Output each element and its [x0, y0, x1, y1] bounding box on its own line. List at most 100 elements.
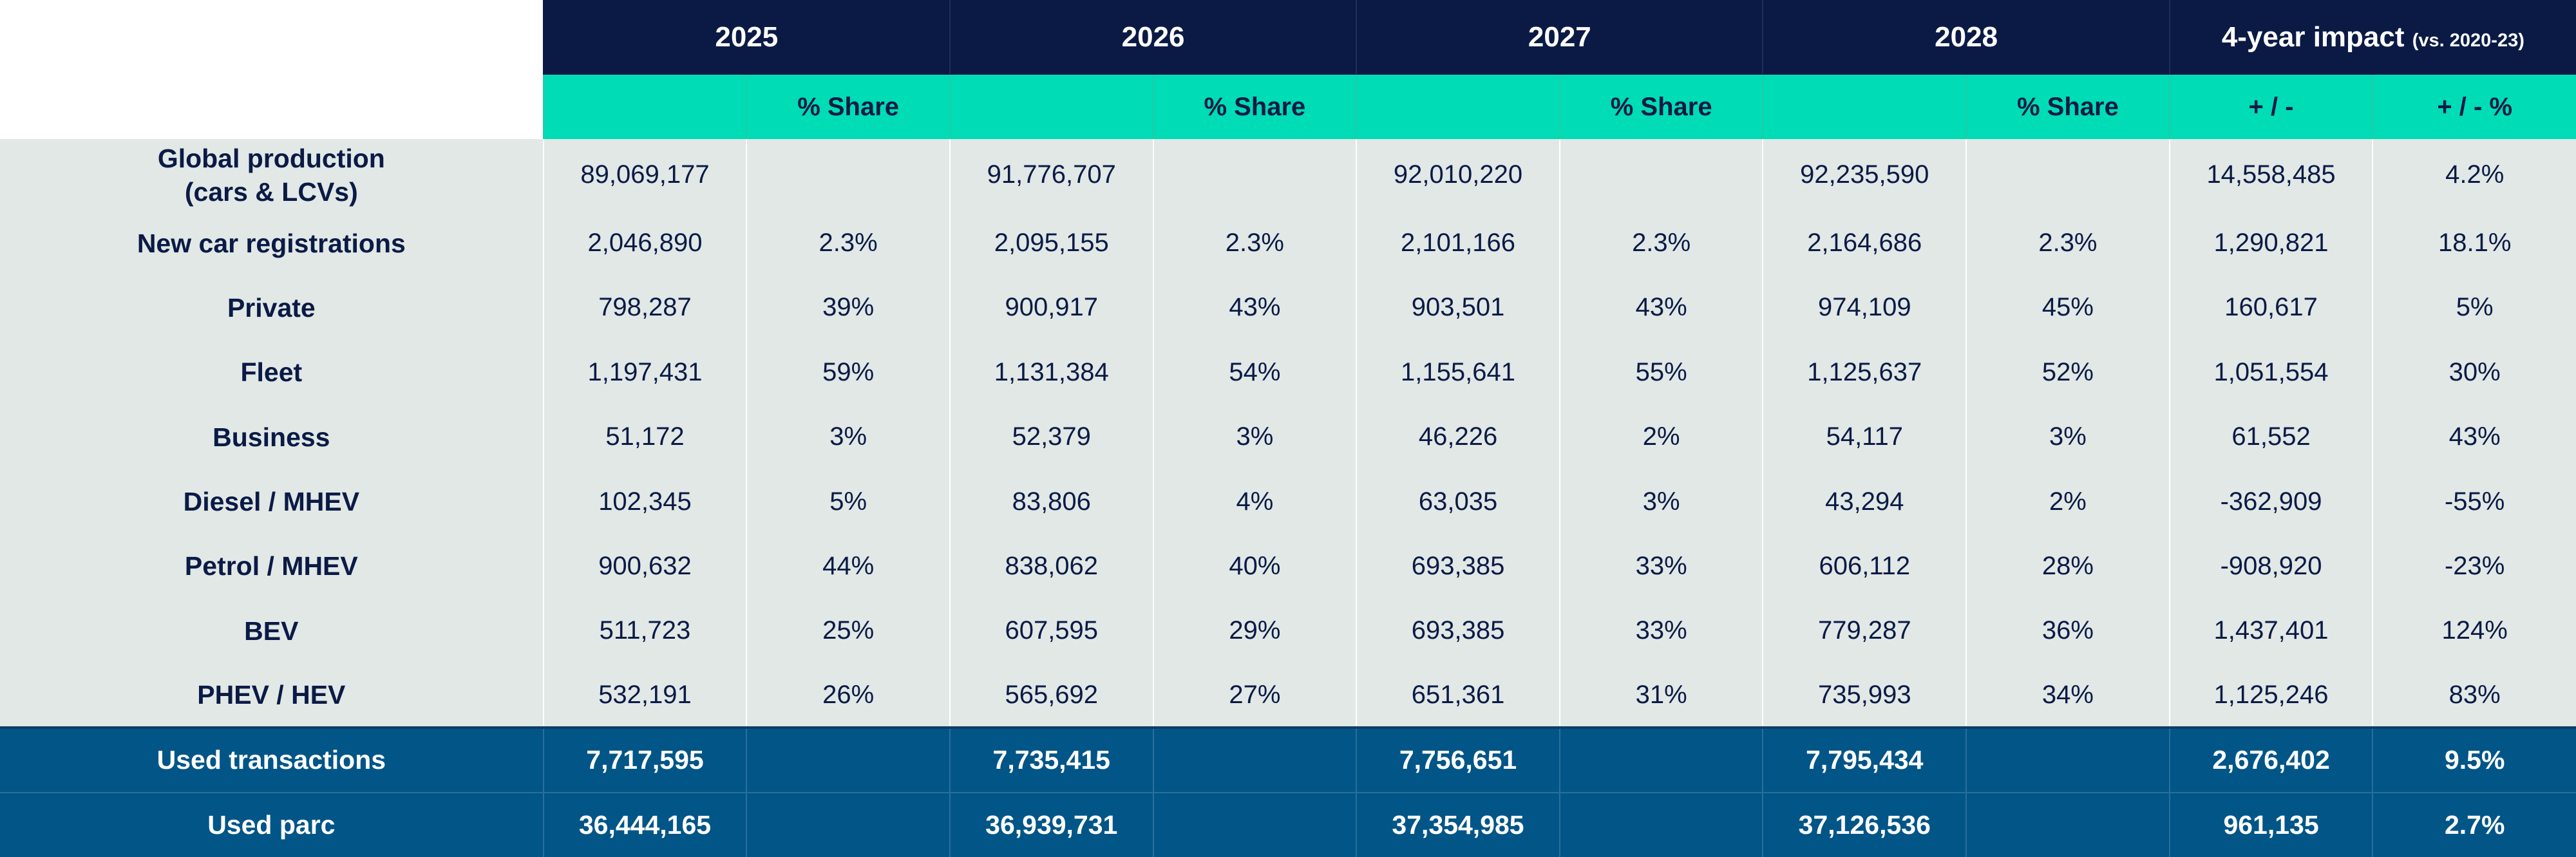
cell-value-2026: 91,776,707: [949, 139, 1153, 211]
row-label: Global production (cars & LCVs): [0, 139, 544, 211]
cell-value-2025: 36,444,165: [542, 791, 747, 857]
cell-value-2026: 83,806: [949, 469, 1153, 534]
cell-value-2027: 693,385: [1356, 534, 1560, 599]
row-label-line: PHEV / HEV: [197, 680, 346, 710]
cell-share-2027: 3%: [1558, 469, 1763, 534]
cell-share-2025: 5%: [746, 469, 950, 534]
cell-value-2025: 532,191: [542, 663, 747, 728]
cell-share-2027: 43%: [1558, 275, 1763, 341]
subheader-value-2027: [1356, 75, 1560, 139]
year-header-row: 2025 2026 2027 2028 4-year impact (vs. 2…: [0, 0, 2576, 75]
cell-share-2026: 4%: [1152, 469, 1357, 534]
table-row: BEV 511,723 25% 607,595 29% 693,385 33% 779,287…: [0, 598, 2576, 663]
cell-value-2027: 1,155,641: [1356, 340, 1560, 405]
row-label: BEV: [0, 598, 544, 663]
cell-share-2026: [1152, 791, 1357, 857]
cell-share-2025: 44%: [746, 534, 950, 599]
cell-share-2026: [1152, 726, 1357, 793]
cell-impact-pct: 83%: [2372, 663, 2576, 728]
cell-share-2027: 55%: [1558, 340, 1763, 405]
cell-share-2027: 33%: [1558, 534, 1763, 599]
subheader-share-2028: % Share: [1965, 75, 2170, 139]
cell-value-2026: 900,917: [949, 275, 1153, 341]
cell-value-2025: 7,717,595: [542, 726, 747, 793]
cell-impact-pct: 43%: [2372, 404, 2576, 469]
cell-impact-pct: -23%: [2372, 534, 2576, 599]
cell-value-2025: 89,069,177: [542, 139, 747, 211]
cell-impact-abs: -362,909: [2168, 469, 2373, 534]
cell-share-2026: 27%: [1152, 663, 1357, 728]
cell-value-2025: 51,172: [542, 404, 747, 469]
cell-share-2027: [1558, 791, 1763, 857]
cell-impact-pct: 9.5%: [2372, 726, 2576, 793]
cell-share-2026: 54%: [1152, 340, 1357, 405]
table-row: Private 798,287 39% 900,917 43% 903,501 43% 974…: [0, 275, 2576, 341]
cell-share-2025: [746, 791, 950, 857]
cell-impact-pct: 124%: [2372, 598, 2576, 663]
cell-impact-abs: 1,051,554: [2168, 340, 2373, 405]
row-label-line: Private: [227, 292, 316, 323]
year-header-2026: 2026: [949, 0, 1357, 75]
subheader-corner: [0, 75, 544, 139]
cell-value-2028: 43,294: [1762, 469, 1967, 534]
cell-value-2028: 92,235,590: [1762, 139, 1967, 211]
cell-share-2028: [1965, 139, 2170, 211]
cell-value-2027: 37,354,985: [1356, 791, 1560, 857]
subheader-impact-pct: + / - %: [2372, 75, 2576, 139]
cell-share-2025: 26%: [746, 663, 950, 728]
table-row: Diesel / MHEV 102,345 5% 83,806 4% 63,035 3% 43…: [0, 469, 2576, 534]
cell-share-2026: 2.3%: [1152, 211, 1357, 276]
cell-value-2028: 7,795,434: [1762, 726, 1967, 793]
impact-note: (vs. 2020-23): [2412, 30, 2524, 51]
cell-value-2028: 606,112: [1762, 534, 1967, 599]
cell-value-2028: 2,164,686: [1762, 211, 1967, 276]
row-label-line: BEV: [244, 616, 299, 646]
cell-value-2027: 693,385: [1356, 598, 1560, 663]
row-label: PHEV / HEV: [0, 663, 544, 728]
subheader-value-2025: [542, 75, 747, 139]
cell-impact-abs: 961,135: [2168, 791, 2373, 857]
cell-share-2028: 52%: [1965, 340, 2170, 405]
cell-share-2025: 59%: [746, 340, 950, 405]
subheader-share-2026: % Share: [1152, 75, 1357, 139]
cell-impact-abs: 14,558,485: [2168, 139, 2373, 211]
cell-impact-pct: 4.2%: [2372, 139, 2576, 211]
cell-share-2028: 45%: [1965, 275, 2170, 341]
cell-value-2028: 974,109: [1762, 275, 1967, 341]
row-label-line: Global production: [157, 143, 385, 173]
used-row: Used parc 36,444,165 36,939,731 37,354,985 3…: [0, 791, 2576, 857]
cell-value-2026: 2,095,155: [949, 211, 1153, 276]
cell-value-2028: 779,287: [1762, 598, 1967, 663]
row-label-line: Business: [213, 422, 330, 452]
cell-value-2026: 36,939,731: [949, 791, 1153, 857]
cell-value-2025: 511,723: [542, 598, 747, 663]
cell-impact-abs: 160,617: [2168, 275, 2373, 341]
cell-share-2027: [1558, 726, 1763, 793]
cell-value-2027: 92,010,220: [1356, 139, 1560, 211]
cell-value-2026: 7,735,415: [949, 726, 1153, 793]
cell-impact-pct: 30%: [2372, 340, 2576, 405]
cell-value-2026: 1,131,384: [949, 340, 1153, 405]
table-row: Business 51,172 3% 52,379 3% 46,226 2% 54,117 3%…: [0, 404, 2576, 469]
cell-value-2028: 1,125,637: [1762, 340, 1967, 405]
cell-share-2028: 34%: [1965, 663, 2170, 728]
cell-impact-pct: 18.1%: [2372, 211, 2576, 276]
cell-impact-pct: -55%: [2372, 469, 2576, 534]
cell-impact-abs: -908,920: [2168, 534, 2373, 599]
cell-share-2028: [1965, 791, 2170, 857]
cell-impact-abs: 1,437,401: [2168, 598, 2373, 663]
cell-share-2026: 43%: [1152, 275, 1357, 341]
cell-value-2025: 102,345: [542, 469, 747, 534]
row-label: Used transactions: [0, 726, 544, 793]
year-header-2025: 2025: [542, 0, 950, 75]
cell-impact-abs: 2,676,402: [2168, 726, 2373, 793]
cell-share-2028: 36%: [1965, 598, 2170, 663]
cell-share-2025: 2.3%: [746, 211, 950, 276]
cell-share-2025: [746, 139, 950, 211]
cell-value-2027: 903,501: [1356, 275, 1560, 341]
cell-share-2027: 2.3%: [1558, 211, 1763, 276]
cell-share-2027: 2%: [1558, 404, 1763, 469]
cell-impact-pct: 5%: [2372, 275, 2576, 341]
header-corner: [0, 0, 544, 75]
cell-share-2027: 31%: [1558, 663, 1763, 728]
